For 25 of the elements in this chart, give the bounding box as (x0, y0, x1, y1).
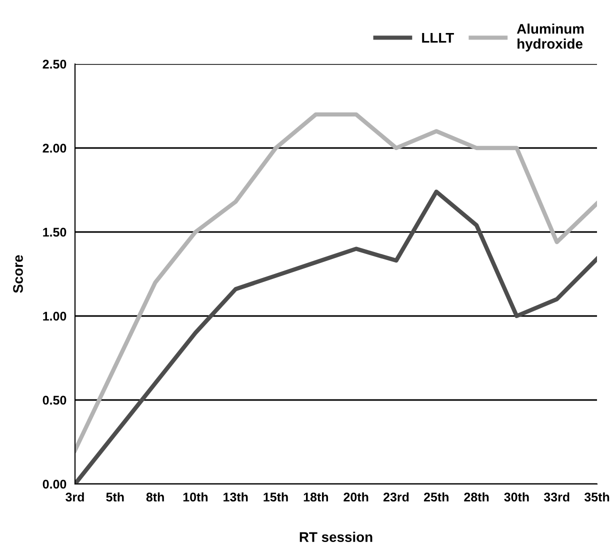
x-tick-label: 13th (224, 492, 248, 502)
x-tick-label: 33rd (544, 492, 570, 502)
x-tick-label: 18th (304, 492, 328, 502)
y-tick-label: 2.50 (42, 60, 66, 69)
line-series (75, 112, 597, 452)
x-tick-label: 23rd (383, 492, 409, 502)
y-tick-label: 1.00 (43, 312, 66, 321)
x-tick-label: 30th (504, 492, 529, 502)
y-tick-label: 1.50 (43, 228, 66, 237)
y-tick-label: 0.50 (42, 396, 66, 405)
y-axis-title: Score (13, 255, 23, 293)
x-tick-label: 8th (146, 492, 164, 502)
y-tick-label: 0.00 (42, 480, 66, 489)
x-tick-label: 28th (464, 492, 489, 502)
x-tick-label: 15th (264, 492, 288, 502)
x-tick-label: 10th (183, 492, 208, 502)
y-tick-label: 2.00 (42, 144, 66, 153)
x-tick-label: 20th (344, 492, 368, 502)
x-tick-label: 3rd (66, 492, 84, 502)
x-axis-title: RT session (300, 532, 372, 542)
legend-label: LLLT (422, 33, 454, 43)
legend-label: Aluminum hydroxide (516, 24, 584, 52)
x-tick-label: 25th (424, 492, 448, 502)
x-tick-label: 35th (584, 492, 610, 502)
x-tick-label: 5th (106, 492, 124, 502)
